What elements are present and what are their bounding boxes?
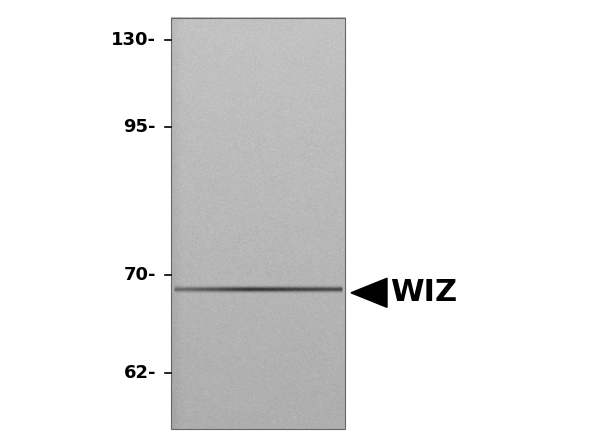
Text: 95-: 95- bbox=[124, 118, 156, 136]
Text: WIZ: WIZ bbox=[390, 278, 457, 307]
Text: 62-: 62- bbox=[124, 364, 156, 382]
Text: 130-: 130- bbox=[111, 31, 156, 49]
Text: 70-: 70- bbox=[124, 266, 156, 284]
FancyArrow shape bbox=[351, 278, 387, 308]
Bar bbox=[171, 18, 345, 429]
